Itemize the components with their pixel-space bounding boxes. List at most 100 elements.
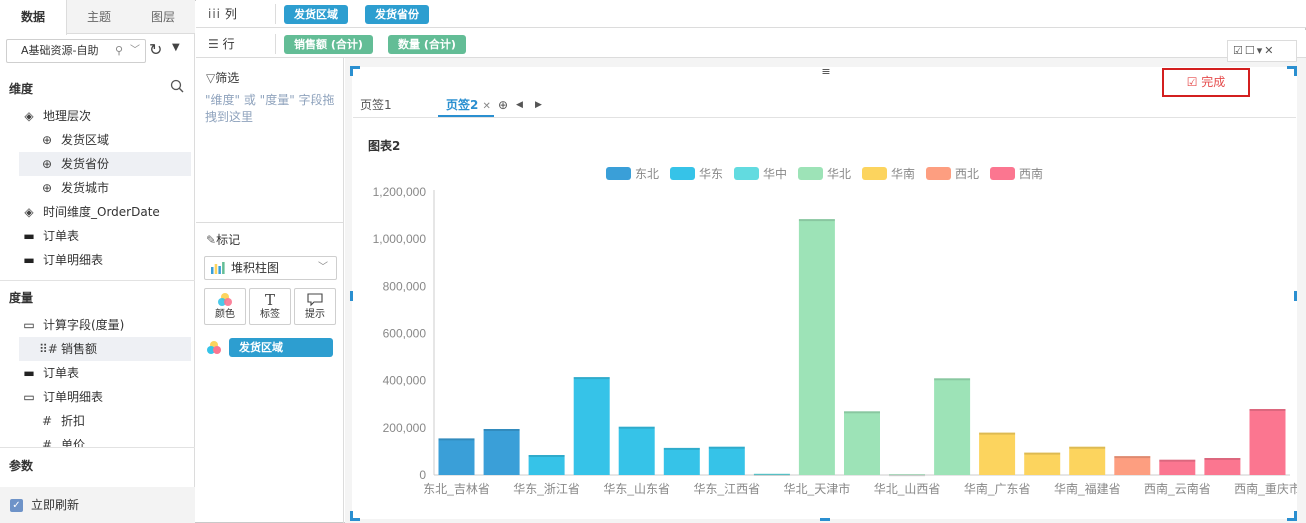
column-pill-region[interactable]: 发货区域 [284,5,348,24]
tree-item[interactable]: ▬ 订单表 [19,361,191,385]
bar[interactable] [618,426,655,475]
prev-tab-icon[interactable]: ◀ [516,100,523,110]
widget-toolbar: ☑☐▾✕ [1227,40,1297,62]
dimension-search-icon[interactable] [170,79,184,97]
tree-item[interactable]: ⊕ 发货区域 [19,128,191,152]
resize-corner-bl[interactable] [350,511,360,521]
bar-top-edge [934,378,971,381]
bar-top-edge [1069,446,1106,449]
maximize-icon[interactable]: ☐ [1244,44,1257,57]
legend-swatch [734,167,759,180]
pin-icon: ✎ [206,233,217,247]
marks-panel: ▽筛选 "维度" 或 "度量" 字段拖拽到这里 ✎标记 堆积柱图 ﹀ 颜色 T … [196,58,344,523]
color-icon [205,289,245,309]
close-icon[interactable]: ✕ [1264,44,1276,57]
bar[interactable] [438,438,475,475]
bar[interactable] [1114,456,1151,475]
bar[interactable] [573,377,610,475]
page-tab-1[interactable]: 页签1 [360,98,392,112]
tree-item[interactable]: ⊕ 发货城市 [19,176,191,200]
resize-corner-tl[interactable] [350,66,360,76]
add-tab-icon[interactable]: ⊕ [498,98,509,112]
divider [275,34,276,54]
bar[interactable] [934,378,971,475]
folder-icon: ▬ [23,366,35,380]
drag-handle-icon[interactable]: ≡ [821,65,831,78]
y-tick-label: 200,000 [383,421,427,435]
datasource-select[interactable]: A基础资源-自助 ⚲ ﹀ [6,39,146,63]
bar[interactable] [844,411,880,475]
resize-corner-br[interactable] [1287,511,1297,521]
columns-shelf-label: iii 列 [208,7,237,21]
text-icon: T [264,291,275,309]
bar[interactable] [708,446,745,475]
columns-shelf[interactable]: iii 列 发货区域 发货省份 [196,0,1306,28]
resize-corner-tr[interactable] [1287,66,1297,76]
tab-layer[interactable]: 图层 [150,10,175,24]
mark-label-button[interactable]: T 标签 [249,288,291,325]
mark-color-button[interactable]: 颜色 [204,288,246,325]
color-field-pill[interactable]: 发货区域 [229,338,333,357]
x-tick-label: 华南_广东省 [964,481,1031,496]
close-tab-icon[interactable]: ✕ [482,101,491,112]
resize-handle-right[interactable] [1294,291,1297,301]
resize-handle-bottom[interactable] [820,518,830,521]
x-tick-label: 华东_浙江省 [513,482,580,496]
tree-item[interactable]: ◈ 地理层次 [19,104,191,128]
bar[interactable] [1024,452,1061,475]
mark-tooltip-button[interactable]: 提示 [294,288,336,325]
tree-item[interactable]: ▭ 订单明细表 [19,385,191,409]
bar-chart[interactable]: 0 200,000 400,000 600,000 800,000 1,000,000 1,… [352,155,1297,500]
bar[interactable] [798,219,835,475]
caret-down-icon[interactable]: ▾ [1256,44,1265,57]
tree-item[interactable]: ▬ 订单明细表 [19,248,191,272]
bar-top-edge [979,432,1016,435]
bar[interactable] [663,447,700,475]
auto-refresh-checkbox[interactable]: ✓ [10,499,23,512]
tree-item[interactable]: ▬ 订单表 [19,224,191,248]
tree-item-label: 时间维度_OrderDate [43,205,160,219]
tab-theme[interactable]: 主题 [86,10,111,24]
legend-label: 华中 [763,166,787,181]
datasource-label: A基础资源-自助 [21,44,99,57]
chart-type-select[interactable]: 堆积柱图 ﹀ [204,256,337,280]
bar-top-edge [483,429,520,431]
rows-shelf[interactable]: ☰ 行 销售额 (合计) 数量 (合计) [196,30,1306,58]
row-pill-sales[interactable]: 销售额 (合计) [284,35,373,54]
tree-item[interactable]: ▭ 计算字段(度量) [19,313,191,337]
next-tab-icon[interactable]: ▶ [535,100,542,110]
row-pill-quantity[interactable]: 数量 (合计) [388,35,466,54]
tree-item[interactable]: ⊕ 发货省份 [19,152,191,176]
page-tab-2[interactable]: 页签2 ✕ [438,95,494,117]
legend-swatch [926,167,951,180]
bar[interactable] [1204,458,1241,475]
tab-data[interactable]: 数据 [0,0,67,35]
bar[interactable] [528,455,565,475]
edit-icon[interactable]: ☑ [1233,44,1245,57]
tree-item-label: 发货省份 [61,157,110,171]
tree-item-label: 折扣 [61,414,86,428]
bar[interactable] [483,429,520,475]
bar[interactable] [1159,459,1196,475]
bar[interactable] [979,432,1016,475]
tree-item[interactable]: # 折扣 [19,409,191,433]
caret-down-icon[interactable]: ▼ [172,42,180,53]
tree-item[interactable]: ⠿# 销售额 [19,337,191,361]
resize-handle-left[interactable] [350,291,353,301]
legend-label: 华东 [699,167,723,181]
x-tick-label: 华东_山东省 [603,482,670,496]
bar[interactable] [1069,446,1106,475]
done-button[interactable]: ☑ 完成 [1162,68,1250,97]
bar[interactable] [1249,409,1286,475]
filter-drop-zone[interactable]: "维度" 或 "度量" 字段拖拽到这里 [205,93,335,124]
data-panel: 数据 主题 图层 A基础资源-自助 ⚲ ﹀ ↻ ▼ 维度 ◈ 地理层次 ⊕ 发货区域 ⊕… [0,0,195,523]
bar-top-edge [1024,452,1061,455]
footer-bar: ✓ 立即刷新 [0,487,195,523]
refresh-icon[interactable]: ↻ [149,40,163,59]
bar[interactable] [889,474,925,475]
bar[interactable] [753,473,790,475]
column-pill-province[interactable]: 发货省份 [365,5,429,24]
bar-top-edge [573,377,610,380]
tree-item[interactable]: ◈ 时间维度_OrderDate [19,200,191,224]
tree-item[interactable]: # 单价 [19,433,191,447]
